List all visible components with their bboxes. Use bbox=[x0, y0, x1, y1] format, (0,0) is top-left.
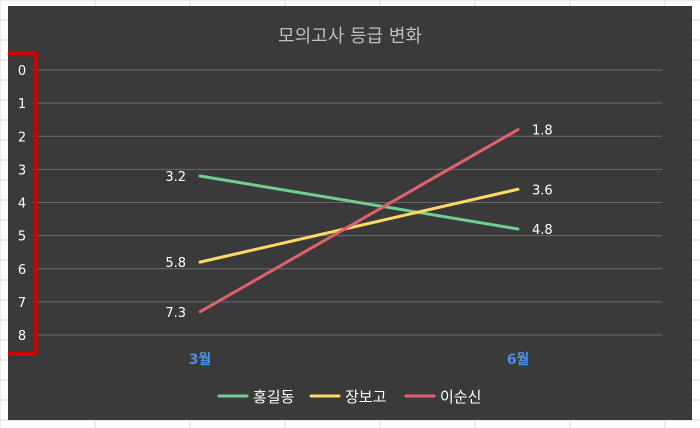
y-axis-ticks: 0 1 2 3 4 5 6 7 8 bbox=[18, 64, 26, 344]
y-tick-label: 4 bbox=[18, 197, 26, 212]
y-tick-label: 5 bbox=[18, 230, 26, 245]
x-category-label: 6월 bbox=[507, 351, 530, 368]
chart-title: 모의고사 등급 변화 bbox=[278, 26, 422, 47]
legend-label[interactable]: 홍길동 bbox=[253, 388, 295, 406]
gridlines bbox=[33, 69, 662, 336]
legend-label[interactable]: 장보고 bbox=[345, 388, 386, 406]
data-label: 4.8 bbox=[532, 223, 553, 238]
chart-background bbox=[8, 6, 692, 420]
x-category-label: 3월 bbox=[189, 351, 212, 368]
y-tick-label: 2 bbox=[18, 130, 26, 145]
y-axis-highlight-box bbox=[8, 51, 38, 356]
y-tick-label: 1 bbox=[18, 97, 26, 112]
data-label: 1.8 bbox=[532, 124, 553, 139]
legend-label[interactable]: 이순신 bbox=[440, 388, 481, 406]
y-tick-label: 3 bbox=[18, 163, 26, 178]
y-tick-label: 6 bbox=[18, 263, 26, 278]
y-tick-label: 0 bbox=[18, 64, 26, 79]
series-lines bbox=[198, 128, 520, 314]
series-line-1[interactable] bbox=[198, 174, 520, 231]
data-labels: 3.2 4.8 5.8 3.6 7.3 1.8 bbox=[165, 124, 552, 321]
series-line-3[interactable] bbox=[198, 128, 520, 314]
legend[interactable]: 홍길동 장보고 이순신 bbox=[217, 388, 481, 406]
data-label: 3.2 bbox=[165, 170, 186, 185]
y-tick-label: 8 bbox=[18, 329, 26, 344]
x-axis-categories: 3월 6월 bbox=[189, 351, 530, 368]
data-label: 5.8 bbox=[165, 256, 186, 271]
data-label: 7.3 bbox=[165, 306, 186, 321]
y-tick-label: 7 bbox=[18, 296, 26, 311]
series-line-2[interactable] bbox=[198, 187, 520, 264]
data-label: 3.6 bbox=[532, 183, 553, 198]
